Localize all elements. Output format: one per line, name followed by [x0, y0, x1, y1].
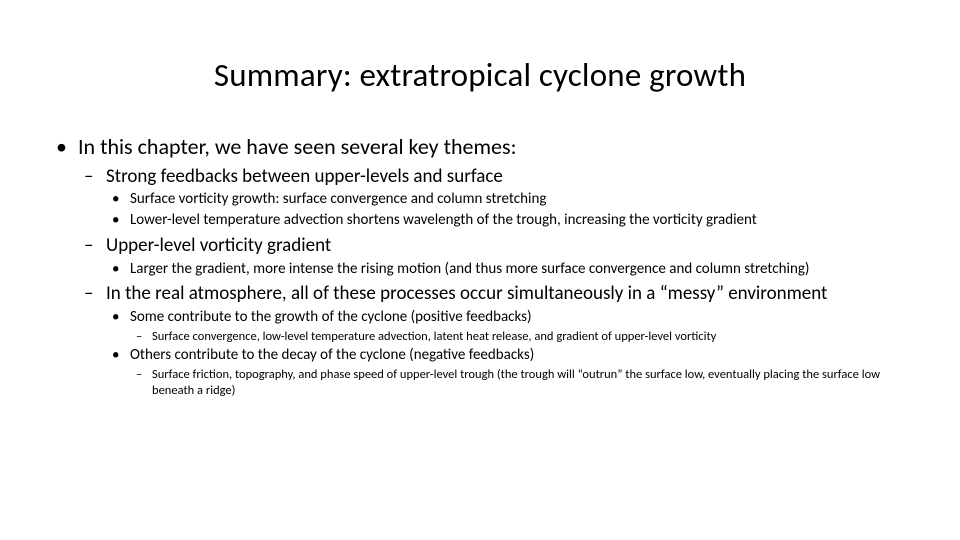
list-item-text: In the real atmosphere, all of these pro…: [106, 282, 827, 305]
slide-title: Summary: extratropical cyclone growth: [50, 55, 910, 95]
list-item-text: Lower-level temperature advection shorte…: [130, 211, 757, 229]
list-item-text: Others contribute to the decay of the cy…: [130, 346, 534, 364]
list-item: In this chapter, we have seen several ke…: [50, 133, 910, 398]
list-item: Lower-level temperature advection shorte…: [106, 211, 910, 230]
list-item: Larger the gradient, more intense the ri…: [106, 260, 910, 279]
bullet-list-lvl4: Surface convergence, low-level temperatu…: [130, 329, 910, 345]
list-item-text: Larger the gradient, more intense the ri…: [130, 260, 809, 278]
list-item: Others contribute to the decay of the cy…: [106, 346, 910, 398]
list-item-text: In this chapter, we have seen several ke…: [78, 133, 516, 160]
list-item: Some contribute to the growth of the cyc…: [106, 308, 910, 344]
list-item: Surface friction, topography, and phase …: [130, 367, 910, 398]
bullet-list-lvl3: Surface vorticity growth: surface conver…: [106, 190, 910, 230]
list-item-text: Strong feedbacks between upper-levels an…: [106, 165, 503, 188]
slide: Summary: extratropical cyclone growth In…: [0, 0, 960, 540]
bullet-list-lvl1: In this chapter, we have seen several ke…: [50, 133, 910, 398]
list-item: Surface convergence, low-level temperatu…: [130, 329, 910, 345]
bullet-list-lvl2: Strong feedbacks between upper-levels an…: [78, 165, 910, 399]
bullet-list-lvl3: Larger the gradient, more intense the ri…: [106, 260, 910, 279]
list-item-text: Surface convergence, low-level temperatu…: [152, 329, 716, 344]
list-item-text: Some contribute to the growth of the cyc…: [130, 308, 532, 326]
bullet-list-lvl4: Surface friction, topography, and phase …: [130, 367, 910, 398]
list-item-text: Surface friction, topography, and phase …: [152, 367, 880, 398]
list-item: Upper-level vorticity gradient Larger th…: [78, 234, 910, 279]
list-item-text: Upper-level vorticity gradient: [106, 234, 331, 257]
list-item: Surface vorticity growth: surface conver…: [106, 190, 910, 209]
list-item: In the real atmosphere, all of these pro…: [78, 282, 910, 398]
list-item-text: Surface vorticity growth: surface conver…: [130, 190, 546, 208]
bullet-list-lvl3: Some contribute to the growth of the cyc…: [106, 308, 910, 398]
list-item: Strong feedbacks between upper-levels an…: [78, 165, 910, 230]
